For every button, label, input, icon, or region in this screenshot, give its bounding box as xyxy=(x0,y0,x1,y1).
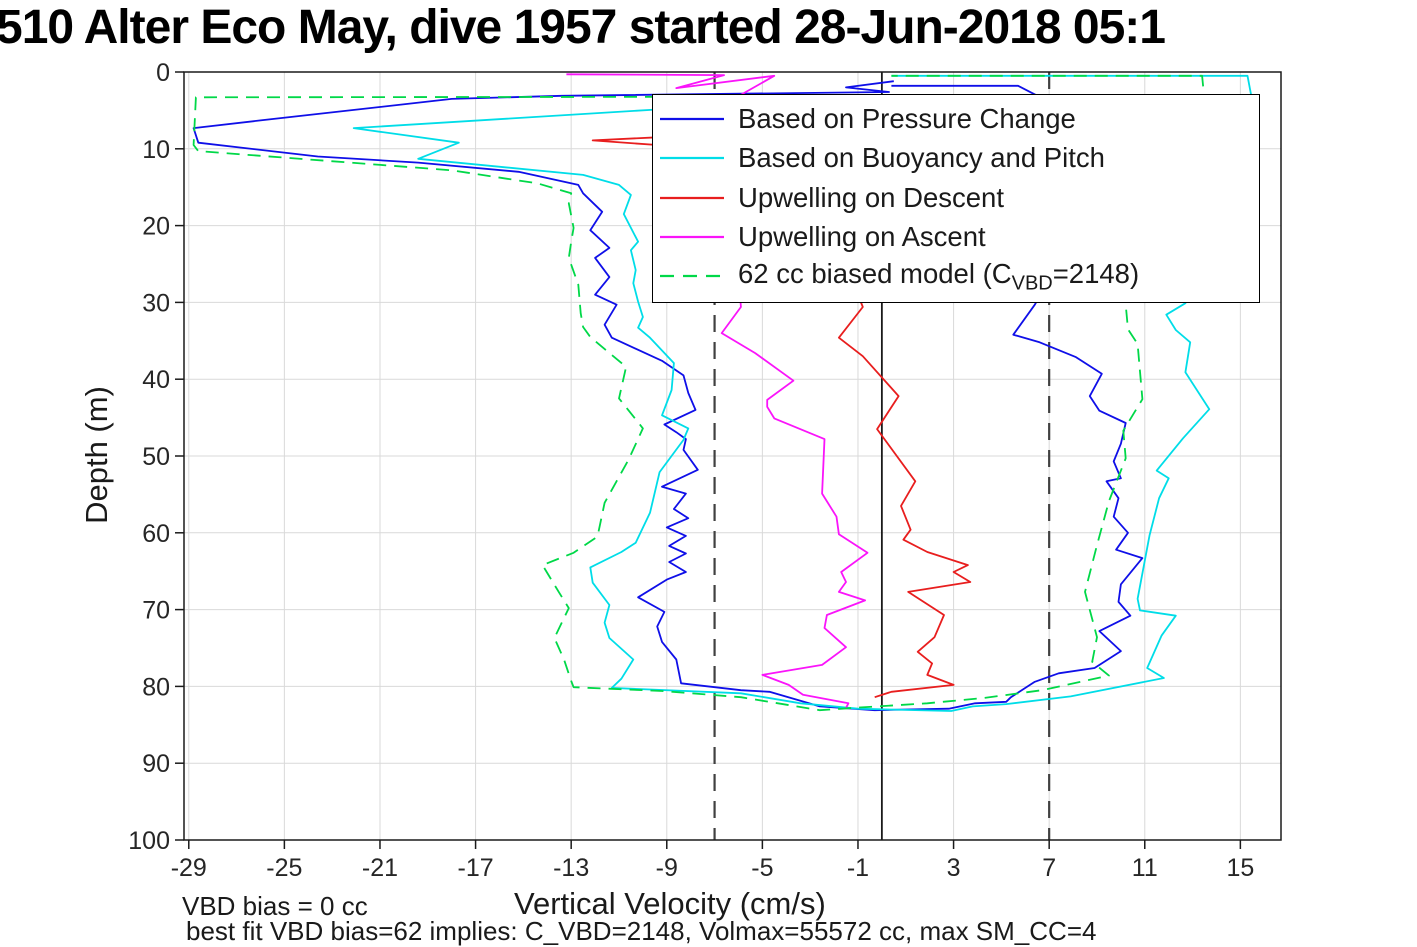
y-axis-label: Depth (m) xyxy=(79,386,114,524)
y-tick-label: 10 xyxy=(142,136,170,164)
legend: Based on Pressure Change Based on Buoyanc… xyxy=(652,94,1260,303)
x-tick-label: -13 xyxy=(553,854,589,882)
legend-item: 62 cc biased model (CVBD=2148) xyxy=(653,257,1259,296)
series-line-green xyxy=(192,74,1206,712)
x-tick-label: -25 xyxy=(266,854,302,882)
legend-item: Based on Pressure Change xyxy=(653,99,1259,138)
y-tick-label: 60 xyxy=(142,520,170,548)
series-line-cyan xyxy=(352,74,1254,712)
y-tick-label: 20 xyxy=(142,213,170,241)
x-tick-label: 3 xyxy=(947,854,961,882)
legend-line-sample xyxy=(653,116,738,122)
x-axis-label: Vertical Velocity (cm/s) xyxy=(514,886,826,921)
y-tick-label: 70 xyxy=(142,597,170,625)
annotation-vbd-bias: VBD bias = 0 cc xyxy=(182,891,368,921)
legend-item-label: 62 cc biased model (CVBD=2148) xyxy=(738,257,1140,295)
series-line-blue xyxy=(192,80,1144,712)
legend-item: Upwelling on Ascent xyxy=(653,217,1259,256)
y-tick-label: 30 xyxy=(142,289,170,317)
legend-item-label: Based on Pressure Change xyxy=(738,102,1076,134)
legend-line-sample xyxy=(653,155,738,161)
x-tick-label: -29 xyxy=(171,854,207,882)
legend-line-sample xyxy=(653,234,738,240)
legend-line-sample xyxy=(653,273,738,279)
x-tick-label: -17 xyxy=(458,854,494,882)
legend-item-label: Based on Buoyancy and Pitch xyxy=(738,142,1105,174)
annotation-best-fit: best fit VBD bias=62 implies: C_VBD=2148… xyxy=(186,916,1097,946)
y-tick-label: 40 xyxy=(142,366,170,394)
y-tick-label: 90 xyxy=(142,750,170,778)
legend-item: Upwelling on Descent xyxy=(653,178,1259,217)
figure-title: 510 Alter Eco May, dive 1957 started 28-… xyxy=(0,1,1166,54)
legend-item-label: Upwelling on Ascent xyxy=(738,220,986,252)
x-tick-label: 7 xyxy=(1042,854,1056,882)
legend-item-label: Upwelling on Descent xyxy=(738,181,1004,213)
x-tick-label: 11 xyxy=(1132,854,1158,882)
x-tick-label: 15 xyxy=(1226,854,1254,882)
x-tick-label: -1 xyxy=(847,854,869,882)
y-tick-label: 100 xyxy=(128,827,170,855)
y-tick-label: 80 xyxy=(142,673,170,701)
legend-item: Based on Buoyancy and Pitch xyxy=(653,138,1259,177)
x-tick-label: -5 xyxy=(751,854,773,882)
x-tick-label: -9 xyxy=(656,854,678,882)
x-tick-label: -21 xyxy=(362,854,398,882)
y-tick-label: 50 xyxy=(142,443,170,471)
y-tick-label: 0 xyxy=(156,59,170,87)
legend-line-sample xyxy=(653,195,738,201)
